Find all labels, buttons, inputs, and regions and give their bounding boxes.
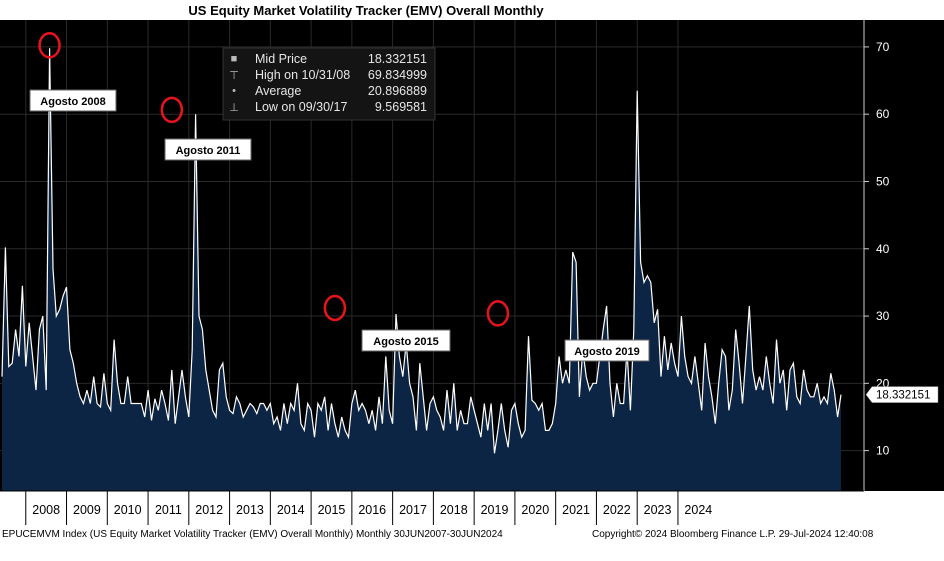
x-tick-label: 2019 xyxy=(481,503,509,517)
annotation-label: Agosto 2015 xyxy=(373,336,438,348)
legend-box: ■ Mid Price 18.332151 ⊤ High on 10/31/08… xyxy=(223,48,435,120)
x-tick-label: 2018 xyxy=(440,503,468,517)
y-tick-label: 10 xyxy=(876,444,890,458)
high-marker-icon: ⊤ xyxy=(229,70,239,82)
x-axis-band xyxy=(0,491,944,525)
chart-title: US Equity Market Volatility Tracker (EMV… xyxy=(188,3,544,18)
series-line xyxy=(1,48,842,454)
x-tick-label: 2023 xyxy=(644,503,672,517)
y-tick-label: 30 xyxy=(876,309,890,323)
x-tick-label: 2015 xyxy=(318,503,346,517)
annotation-box xyxy=(564,339,650,362)
low-marker-icon: ⊥ xyxy=(229,102,239,114)
x-tick-label: 2022 xyxy=(603,503,631,517)
x-tick-label: 2016 xyxy=(358,503,386,517)
x-tick-label: 2021 xyxy=(562,503,590,517)
average-marker-icon: • xyxy=(232,85,236,97)
legend-label: Average xyxy=(255,84,302,98)
y-tick-label: 40 xyxy=(876,242,890,256)
footer-copyright: Copyright© 2024 Bloomberg Finance L.P. 2… xyxy=(592,529,874,540)
x-tick-label: 2008 xyxy=(32,503,60,517)
x-tick-label: 2009 xyxy=(73,503,101,517)
x-tick-label: 2017 xyxy=(399,503,427,517)
legend-value: 18.332151 xyxy=(367,52,427,66)
legend-background xyxy=(222,47,436,121)
annotation-label: Agosto 2008 xyxy=(40,96,105,108)
legend-row-high: ⊤ High on 10/31/08 69.834999 xyxy=(223,68,435,84)
legend-label: High on 10/31/08 xyxy=(255,68,351,82)
x-tick-label: 2010 xyxy=(114,503,142,517)
last-price-label: 18.332151 xyxy=(876,390,930,402)
legend-row-low: ⊥ Low on 09/30/17 9.569581 xyxy=(223,100,435,116)
square-icon: ■ xyxy=(230,53,238,65)
y-tick-label: 60 xyxy=(876,107,890,121)
x-tick-label: 2011 xyxy=(155,503,182,517)
annotation-box xyxy=(361,329,451,352)
x-tick-label: 2024 xyxy=(684,503,712,517)
legend-label: Low on 09/30/17 xyxy=(255,100,348,114)
x-tick-label: 2014 xyxy=(277,503,305,517)
y-tick-label: 50 xyxy=(876,174,890,188)
y-tick-label: 70 xyxy=(876,40,890,54)
legend-row-average: • Average 20.896889 xyxy=(223,84,435,100)
legend-row-mid: ■ Mid Price 18.332151 xyxy=(223,52,435,68)
legend-value: 9.569581 xyxy=(374,100,427,114)
highlight-circle xyxy=(323,294,347,322)
last-price-tag xyxy=(865,386,939,403)
annotation-box xyxy=(164,138,252,161)
annotation-box xyxy=(29,89,117,112)
annotation-label: Agosto 2011 xyxy=(176,145,241,157)
legend-value: 69.834999 xyxy=(367,68,427,82)
legend-label: Mid Price xyxy=(255,52,308,66)
annotation-label: Agosto 2019 xyxy=(574,346,639,358)
x-tick-label: 2020 xyxy=(521,503,549,517)
legend-value: 20.896889 xyxy=(367,84,427,98)
x-tick-label: 2012 xyxy=(195,503,223,517)
x-tick-label: 2013 xyxy=(236,503,264,517)
highlight-circle xyxy=(160,96,184,124)
axis-panel xyxy=(864,20,944,525)
highlight-circle xyxy=(38,32,61,59)
footer-ticker-description: EPUCEMVM Index (US Equity Market Volatil… xyxy=(2,529,503,540)
highlight-circle xyxy=(486,300,510,327)
series-area xyxy=(2,48,841,492)
